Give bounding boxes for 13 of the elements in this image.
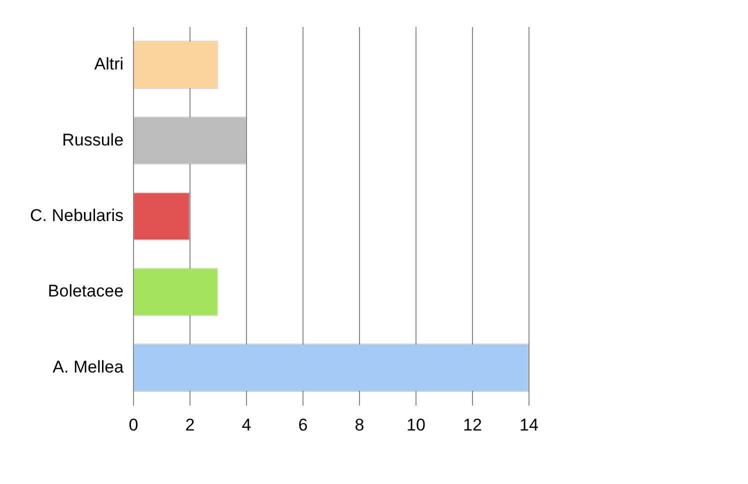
x-tick-label: 8 <box>354 415 364 434</box>
y-tick-label: C. Nebularis <box>30 206 124 225</box>
x-tick-label: 0 <box>128 415 138 434</box>
x-tick-label: 12 <box>463 415 482 434</box>
x-tick-label: 10 <box>406 415 426 434</box>
y-tick-label: Russule <box>62 130 124 150</box>
y-tick-label: A. Mellea <box>52 357 124 376</box>
x-tick-label: 6 <box>298 415 308 434</box>
x-tick-label: 14 <box>520 415 538 434</box>
y-tick-label: Altri <box>94 54 124 74</box>
y-tick-label: Boletacee <box>48 282 124 301</box>
x-tick-label: 2 <box>185 415 195 434</box>
x-tick-label: 4 <box>242 415 252 434</box>
